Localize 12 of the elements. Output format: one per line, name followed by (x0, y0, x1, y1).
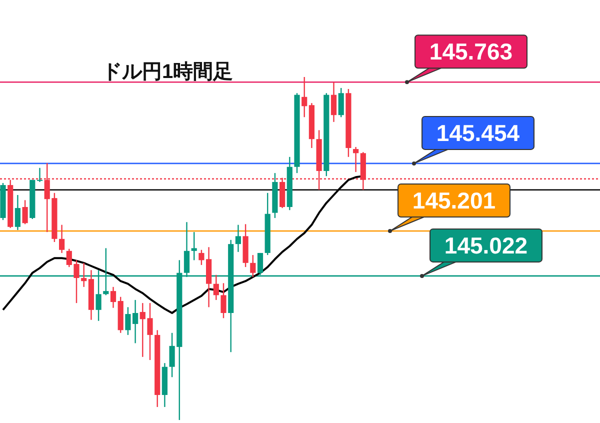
candlestick (346, 88, 352, 158)
annotation: 145.454 (436, 120, 520, 146)
candlestick (220, 282, 226, 319)
candlestick (272, 172, 278, 219)
label: 145.454 (412, 116, 534, 166)
chart-title: ドル円1時間足 (102, 61, 234, 83)
label: 145.022 (420, 228, 542, 278)
annotation: 145.763 (429, 38, 513, 65)
label: 145.763 (405, 34, 528, 84)
annotation: 145.022 (444, 232, 528, 258)
label: 145.201 (388, 184, 510, 234)
annotation: 145.201 (412, 188, 496, 214)
